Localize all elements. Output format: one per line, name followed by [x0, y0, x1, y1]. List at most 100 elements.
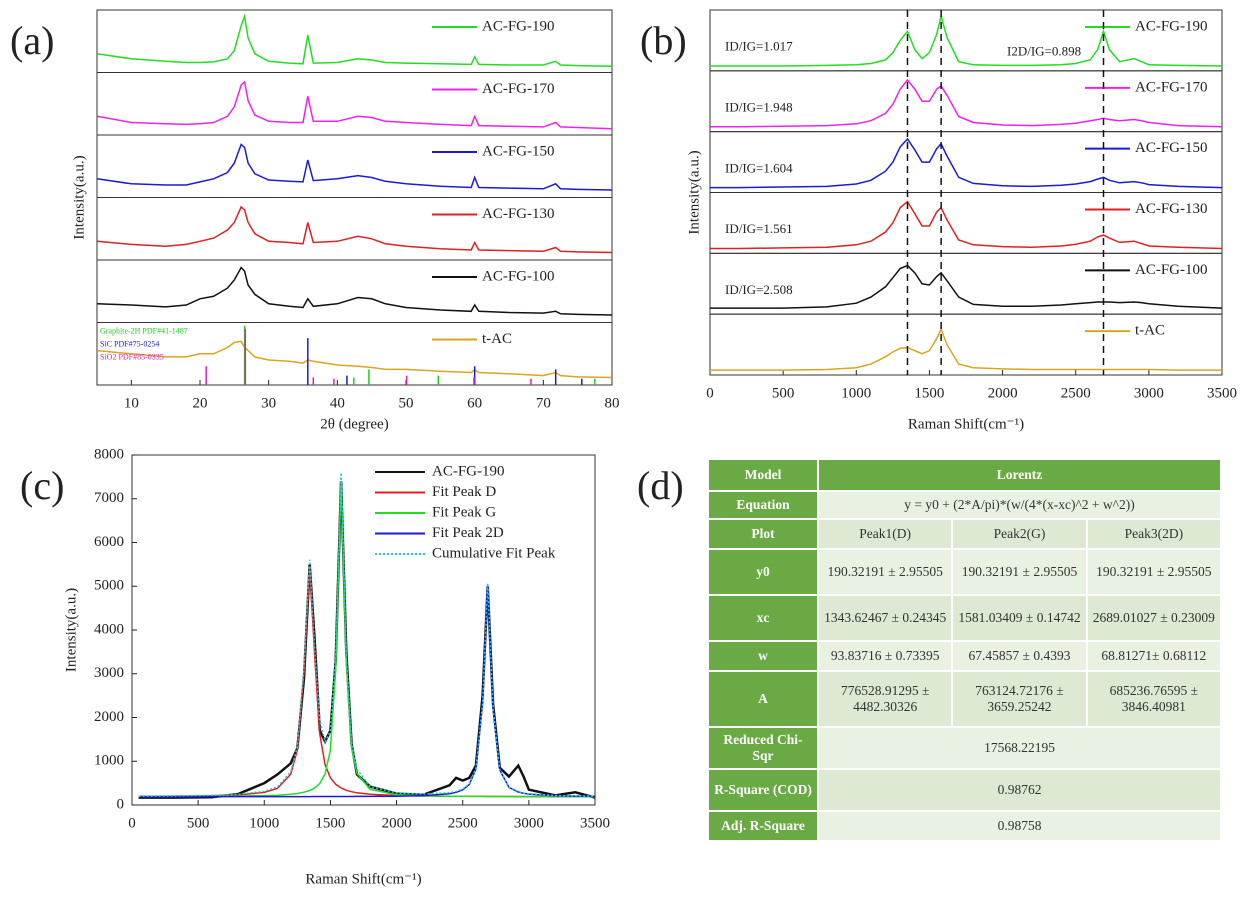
legend-label: AC-FG-190 [1135, 18, 1208, 34]
x-tick-label: 80 [605, 395, 620, 411]
table-cell: 0.98758 [819, 812, 1220, 840]
table-cell: Model [709, 460, 817, 490]
table-cell: 0.98762 [819, 770, 1220, 810]
x-tick-label: 0 [128, 815, 136, 831]
panel-label: (c) [20, 463, 64, 508]
table-row: Model Lorentz [709, 460, 1220, 490]
legend-label: Fit Peak D [432, 484, 496, 500]
x-tick-label: 2500 [1061, 385, 1091, 401]
table-row: Plot Peak1(D) Peak2(G) Peak3(2D) [709, 520, 1220, 548]
y-tick-label: 3000 [94, 665, 124, 681]
table-row: R-Square (COD) 0.98762 [709, 770, 1220, 810]
reference-label: SiC PDF#75-0254 [100, 339, 159, 348]
x-tick-label: 500 [187, 815, 210, 831]
legend-label: AC-FG-190 [482, 18, 555, 34]
table-cell: 685236.76595 ± 3846.40981 [1087, 672, 1220, 726]
spectrum [710, 13, 1223, 67]
table-cell: 17568.22195 [819, 728, 1220, 768]
x-tick-label: 0 [706, 385, 714, 401]
x-tick-label: 10 [124, 395, 139, 411]
table-cell: Reduced Chi-Sqr [709, 728, 817, 768]
table-cell: xc [709, 596, 817, 640]
y-tick-label: 4000 [94, 621, 124, 637]
x-tick-label: 30 [261, 395, 276, 411]
fit-table: Model Lorentz Equation y = y0 + (2*A/pi)*(w… [707, 458, 1222, 842]
table-cell: 2689.01027 ± 0.23009 [1087, 596, 1220, 640]
spectrum [138, 584, 596, 798]
legend-label: AC-FG-100 [482, 268, 555, 284]
table-cell: Peak3(2D) [1087, 520, 1220, 548]
legend-label: AC-FG-190 [432, 463, 505, 479]
spectrum [710, 200, 1223, 250]
legend-label: AC-FG-130 [1135, 201, 1208, 217]
panel-label: (d) [637, 463, 684, 508]
x-tick-label: 60 [467, 395, 482, 411]
ratio-label: ID/IG=2.508 [725, 282, 793, 297]
table-cell: 93.83716 ± 0.73395 [819, 642, 952, 670]
x-tick-label: 500 [772, 385, 795, 401]
table-cell: 1581.03409 ± 0.14742 [953, 596, 1086, 640]
ratio-label: ID/IG=1.948 [725, 100, 793, 115]
fit-table-panel: Model Lorentz Equation y = y0 + (2*A/pi)*(w… [707, 458, 1222, 842]
table-row: w 93.83716 ± 0.73395 67.45857 ± 0.4393 68.8… [709, 642, 1220, 670]
spectrum [710, 137, 1223, 189]
table-row: y0 190.32191 ± 2.95505 190.32191 ± 2.95505… [709, 550, 1220, 594]
legend-label: t-AC [482, 331, 512, 347]
legend-label: AC-FG-170 [1135, 79, 1208, 95]
spectrum [96, 143, 613, 191]
x-axis-label: 2θ (degree) [320, 416, 388, 432]
x-tick-label: 70 [536, 395, 551, 411]
x-tick-label: 1500 [315, 815, 345, 831]
x-tick-label: 2000 [382, 815, 412, 831]
subpanel-frame [709, 313, 1223, 376]
legend-label: Fit Peak G [432, 504, 496, 520]
x-tick-label: 3500 [1207, 385, 1237, 401]
y-tick-label: 7000 [94, 490, 124, 506]
legend-label: t-AC [1135, 323, 1165, 339]
spectrum [138, 481, 596, 799]
y-tick-label: 2000 [94, 709, 124, 725]
reference-label: SiO2 PDF#85-0335 [100, 352, 164, 361]
table-row: Adj. R-Square 0.98758 [709, 812, 1220, 840]
y-tick-label: 0 [117, 796, 125, 812]
panel-label: (b) [640, 18, 687, 63]
panel-label: (a) [10, 18, 54, 63]
x-tick-label: 2000 [988, 385, 1018, 401]
table-cell: y0 [709, 550, 817, 594]
table-cell: 190.32191 ± 2.95505 [819, 550, 952, 594]
table-row: xc 1343.62467 ± 0.24345 1581.03409 ± 0.147… [709, 596, 1220, 640]
table-cell: Lorentz [819, 460, 1220, 490]
table-cell: 190.32191 ± 2.95505 [1087, 550, 1220, 594]
table-cell: Plot [709, 520, 817, 548]
y-axis-label: Intensity(a.u.) [71, 155, 87, 239]
spectrum [138, 566, 595, 798]
y-tick-label: 8000 [94, 446, 124, 462]
x-tick-label: 50 [399, 395, 414, 411]
x-tick-label: 1000 [841, 385, 871, 401]
legend-label: Cumulative Fit Peak [432, 545, 556, 561]
table-cell: 68.81271± 0.68112 [1087, 642, 1220, 670]
table-cell: R-Square (COD) [709, 770, 817, 810]
table-cell: 190.32191 ± 2.95505 [953, 550, 1086, 594]
table-row: Reduced Chi-Sqr 17568.22195 [709, 728, 1220, 768]
table-cell: Peak1(D) [819, 520, 952, 548]
plot-frame [131, 454, 596, 806]
table-cell: 1343.62467 ± 0.24345 [819, 596, 952, 640]
y-axis-label: Intensity(a.u.) [63, 588, 79, 672]
ratio-label: ID/IG=1.561 [725, 221, 793, 236]
table-row: Equation y = y0 + (2*A/pi)*(w/(4*(x-xc)^2… [709, 492, 1220, 518]
spectrum [96, 13, 613, 68]
spectrum [138, 481, 595, 798]
spectrum [96, 80, 613, 130]
table-cell: 67.45857 ± 0.4393 [953, 642, 1086, 670]
table-cell: Equation [709, 492, 817, 518]
table-cell: y = y0 + (2*A/pi)*(w/(4*(x-xc)^2 + w^2)) [819, 492, 1220, 518]
legend-label: AC-FG-150 [1135, 140, 1208, 156]
table-cell: Adj. R-Square [709, 812, 817, 840]
legend-label: AC-FG-130 [482, 206, 555, 222]
spectrum [710, 78, 1223, 128]
x-tick-label: 2500 [448, 815, 478, 831]
table-cell: A [709, 672, 817, 726]
